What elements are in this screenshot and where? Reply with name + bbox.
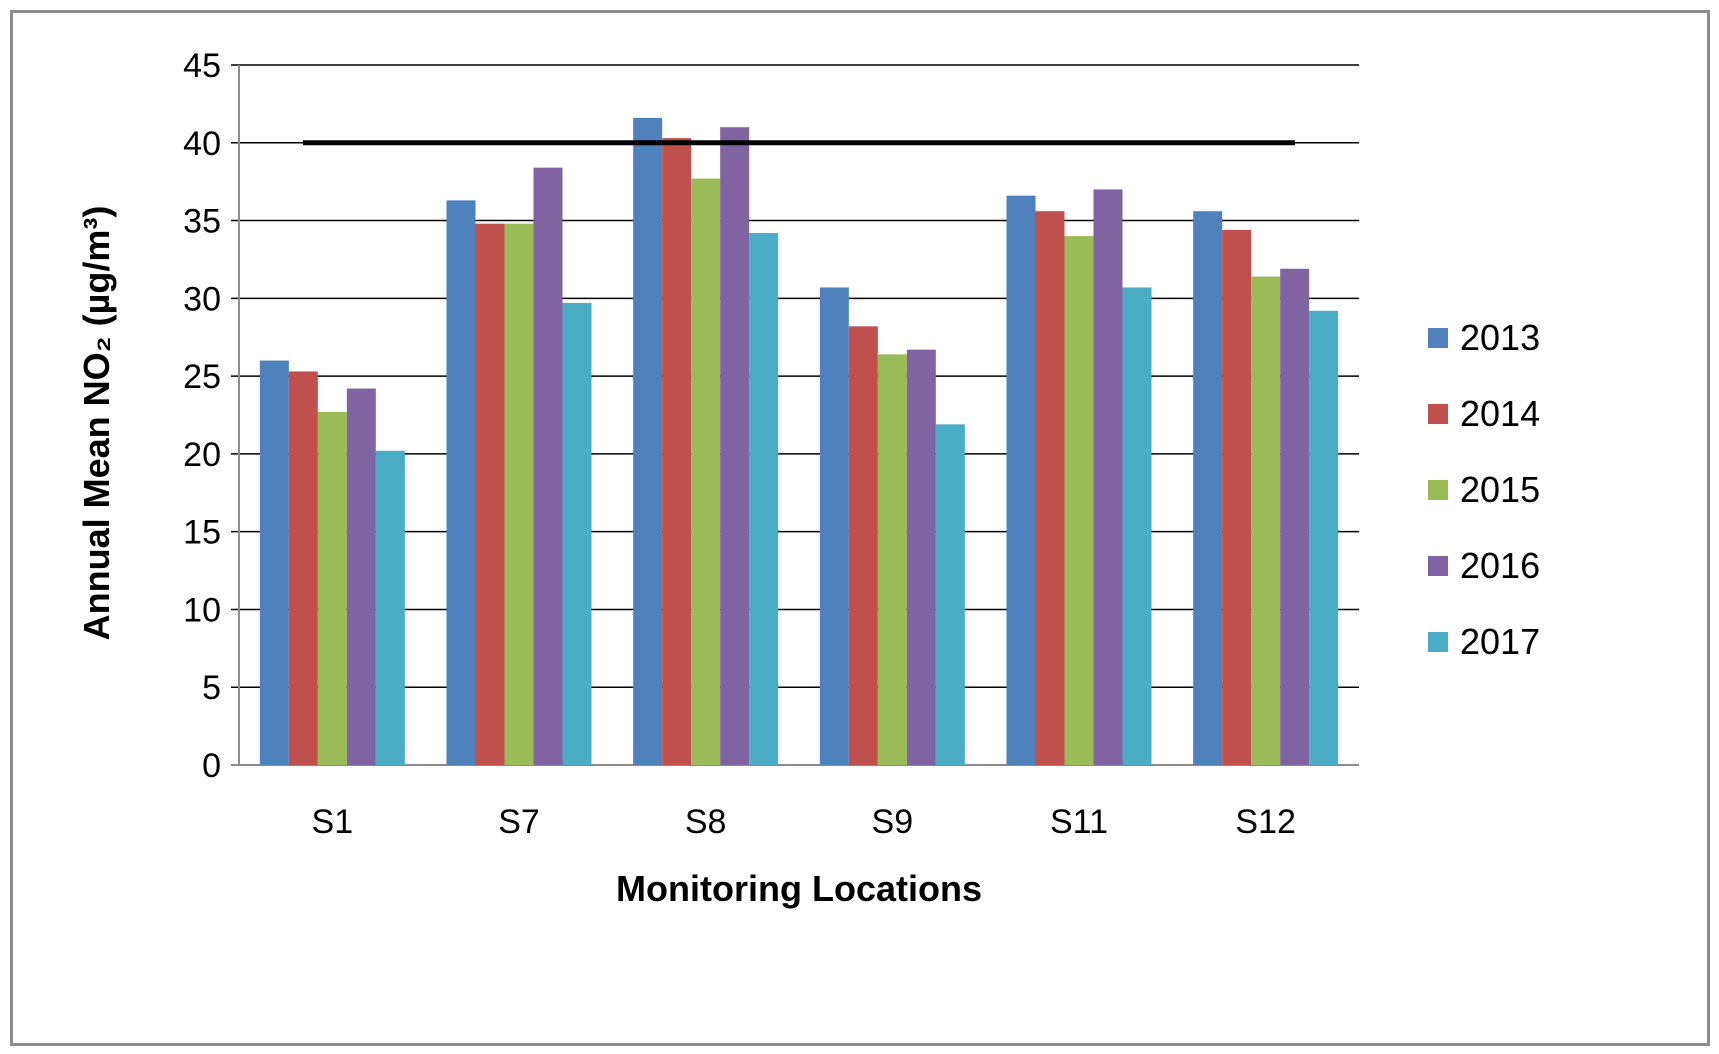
bar-S11-2016 [1093, 189, 1123, 765]
bar-S7-2014 [475, 223, 505, 765]
y-axis-ticks: 0 5 10 15 20 25 30 35 40 45 [183, 47, 221, 785]
x-tick-label: S11 [1050, 803, 1108, 841]
y-tick-label: 40 [183, 125, 221, 163]
legend: 2013 2014 2015 2016 2017 [1428, 317, 1540, 662]
chart-frame: 0 5 10 15 20 25 30 35 40 45 S1 S7 S8 S9 S11 S12 Monito… [10, 10, 1710, 1046]
y-tick-label: 20 [183, 436, 221, 474]
bar-S1-2013 [259, 360, 289, 765]
bar-S12-2016 [1280, 268, 1310, 765]
y-tick-label: 10 [183, 591, 221, 629]
bars [259, 117, 1339, 766]
y-tick-label: 15 [183, 514, 221, 552]
y-tick-label: 35 [183, 203, 221, 241]
bar-S11-2013 [1006, 195, 1036, 765]
x-axis-ticks: S1 S7 S8 S9 S11 S12 [312, 803, 1296, 841]
bar-S11-2015 [1064, 236, 1094, 766]
y-tick-label: 45 [183, 47, 221, 85]
bar-S7-2017 [562, 303, 592, 765]
bar-chart: 0 5 10 15 20 25 30 35 40 45 S1 S7 S8 S9 S11 S12 Monito… [76, 47, 1540, 909]
bar-S8-2015 [691, 178, 721, 766]
x-tick-label: S8 [685, 803, 727, 841]
bar-S8-2013 [633, 117, 663, 765]
legend-swatch-2017 [1428, 632, 1448, 652]
bar-S9-2017 [935, 424, 965, 765]
legend-label: 2015 [1460, 469, 1540, 510]
bar-S9-2016 [906, 349, 936, 765]
legend-swatch-2013 [1428, 328, 1448, 348]
bar-S1-2015 [317, 411, 347, 765]
bar-S12-2017 [1309, 310, 1339, 765]
x-tick-label: S1 [312, 803, 354, 841]
bar-S1-2017 [375, 450, 405, 765]
bar-S1-2016 [346, 388, 376, 765]
legend-swatch-2014 [1428, 404, 1448, 424]
bar-S8-2016 [720, 127, 750, 765]
bar-S8-2017 [749, 233, 779, 765]
bar-S11-2017 [1122, 287, 1152, 765]
x-tick-label: S7 [498, 803, 540, 841]
bar-S11-2014 [1035, 211, 1065, 765]
bar-S7-2013 [446, 200, 476, 766]
legend-label: 2014 [1460, 393, 1540, 434]
x-axis-title: Monitoring Locations [616, 868, 982, 909]
y-tick-label: 0 [202, 747, 221, 785]
bar-S9-2014 [848, 326, 878, 765]
bar-S12-2014 [1222, 229, 1252, 765]
x-tick-label: S9 [872, 803, 914, 841]
legend-label: 2016 [1460, 545, 1540, 586]
bar-S7-2015 [504, 223, 534, 765]
legend-swatch-2015 [1428, 480, 1448, 500]
bar-S7-2016 [533, 167, 563, 765]
bar-S9-2015 [877, 354, 907, 765]
legend-label: 2017 [1460, 621, 1540, 662]
x-tick-label: S12 [1235, 803, 1296, 841]
y-tick-label: 30 [183, 280, 221, 318]
y-tick-label: 25 [183, 358, 221, 396]
y-axis-title: Annual Mean NO₂ (µg/m³) [76, 206, 117, 641]
legend-swatch-2016 [1428, 556, 1448, 576]
bar-S12-2013 [1193, 211, 1223, 765]
bar-S1-2014 [288, 371, 318, 765]
legend-label: 2013 [1460, 317, 1540, 358]
y-tick-label: 5 [202, 669, 221, 707]
bar-S8-2014 [662, 138, 692, 766]
bar-S9-2013 [819, 287, 849, 765]
bar-S12-2015 [1251, 276, 1281, 765]
